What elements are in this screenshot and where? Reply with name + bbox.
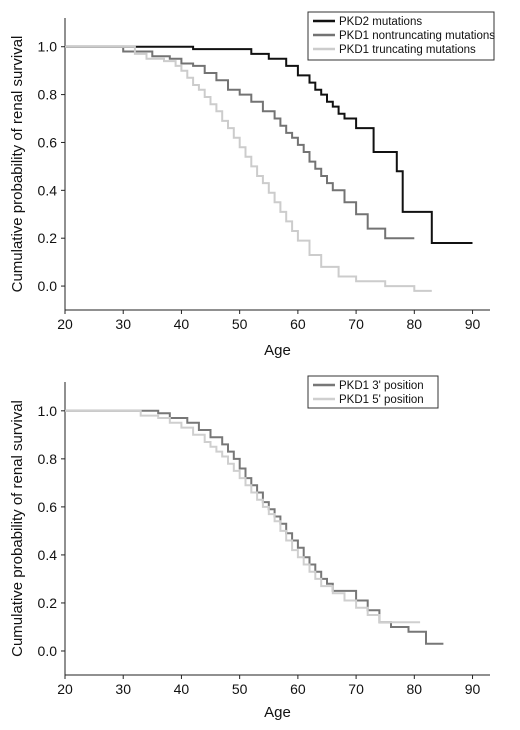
y-tick-label: 0.0 — [38, 278, 58, 294]
y-tick-label: 1.0 — [38, 39, 58, 55]
legend-label: PKD1 truncating mutations — [339, 44, 476, 56]
x-tick-label: 60 — [290, 681, 306, 697]
x-tick-label: 50 — [232, 316, 248, 332]
x-tick-label: 80 — [407, 681, 423, 697]
series-line-1 — [65, 45, 473, 244]
x-axis-label: Age — [264, 704, 291, 721]
x-tick-label: 80 — [407, 316, 423, 332]
y-tick-label: 0.4 — [38, 182, 58, 198]
y-tick-label: 0.2 — [38, 595, 58, 611]
y-tick-label: 0.2 — [38, 230, 58, 246]
series-line-3 — [65, 45, 432, 292]
x-tick-label: 30 — [115, 316, 131, 332]
y-tick-label: 0.6 — [38, 499, 58, 515]
legend: PKD2 mutations PKD1 nontruncating mutatio… — [307, 11, 495, 61]
x-tick-label: 70 — [348, 316, 364, 332]
x-tick-label: 50 — [232, 681, 248, 697]
legend-label: PKD2 mutations — [339, 16, 422, 28]
x-tick-label: 30 — [115, 681, 131, 697]
x-tick-label: 90 — [465, 316, 481, 332]
x-axis-label: Age — [264, 342, 291, 359]
x-tick-label: 40 — [174, 316, 190, 332]
x-tick-label: 90 — [465, 681, 481, 697]
series-line-2 — [65, 45, 415, 240]
series-line-1 — [65, 409, 444, 645]
x-tick-label: 40 — [174, 681, 190, 697]
legend: PKD1 3' position PKD1 5' position — [307, 375, 439, 409]
y-tick-label: 0.8 — [38, 451, 58, 467]
legend-label: PKD1 nontruncating mutations — [339, 30, 495, 42]
legend-box — [307, 375, 439, 409]
chart-panel-2: 20 30 40 50 60 70 80 90 0.0 0.2 0.4 0.6 0.8 1.0 Age Cum… — [9, 375, 490, 721]
legend-label: PKD1 3' position — [339, 380, 424, 392]
series-line-2 — [65, 409, 421, 624]
y-axis-label: Cumulative probability of renal survival — [9, 400, 26, 657]
y-tick-label: 0.6 — [38, 134, 58, 150]
x-tick-label: 20 — [57, 681, 73, 697]
y-tick-label: 0.4 — [38, 547, 58, 563]
chart-panel-1: 20 30 40 50 60 70 80 90 0.0 0.2 0.4 0.6 0.8 1.0 Age Cum… — [9, 11, 495, 359]
legend-box — [307, 11, 495, 61]
x-tick-label: 70 — [348, 681, 364, 697]
y-axis-label: Cumulative probability of renal survival — [9, 36, 26, 293]
x-tick-label: 20 — [57, 316, 73, 332]
y-tick-label: 0.8 — [38, 87, 58, 103]
legend-label: PKD1 5' position — [339, 394, 424, 406]
x-tick-label: 60 — [290, 316, 306, 332]
y-tick-label: 1.0 — [38, 403, 58, 419]
y-tick-label: 0.0 — [38, 643, 58, 659]
